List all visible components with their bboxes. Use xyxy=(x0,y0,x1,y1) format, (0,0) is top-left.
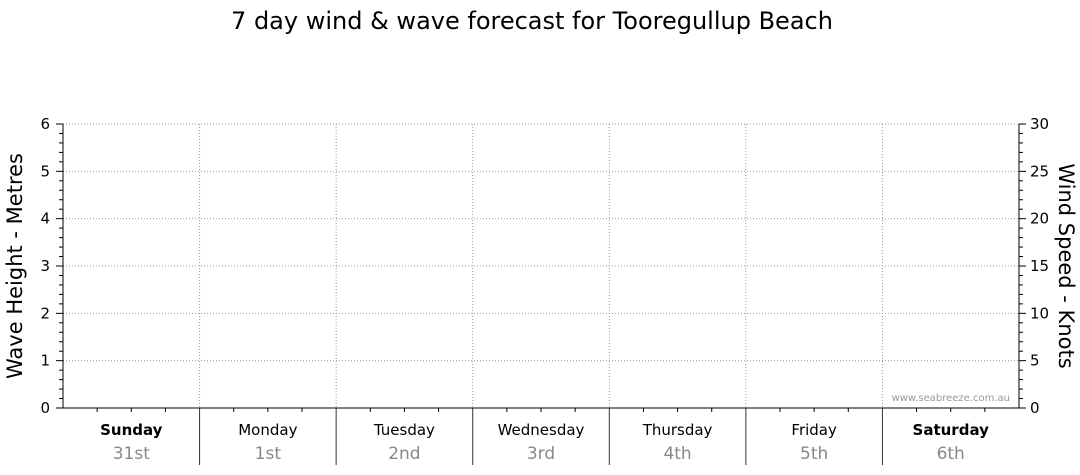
day-name-label: Thursday xyxy=(642,421,713,439)
day-date-label: 4th xyxy=(663,444,691,464)
watermark: www.seabreeze.com.au xyxy=(892,393,1010,404)
right-axis-title: Wind Speed - Knots xyxy=(1054,163,1078,368)
day-labels: Sunday 31st Monday 1st Tuesday 2nd Wednesday 3r… xyxy=(100,421,989,464)
grid xyxy=(63,123,1019,408)
day-date-label: 6th xyxy=(937,444,965,464)
right-tick-label: 20 xyxy=(1030,210,1049,228)
left-tick-label: 4 xyxy=(40,210,50,228)
day-name-label: Saturday xyxy=(913,421,990,439)
day-name-label: Friday xyxy=(791,421,837,439)
left-tick-label: 5 xyxy=(40,162,50,180)
right-tick-label: 10 xyxy=(1030,304,1049,322)
day-name-label: Monday xyxy=(238,421,297,439)
left-axis-title: Wave Height - Metres xyxy=(3,153,27,379)
day-name-label: Tuesday xyxy=(373,421,435,439)
chart-title: 7 day wind & wave forecast for Tooregull… xyxy=(231,7,833,35)
right-tick-label: 15 xyxy=(1030,257,1049,275)
day-date-label: 1st xyxy=(255,444,282,464)
right-tick-label: 5 xyxy=(1030,352,1040,370)
axes xyxy=(56,123,1026,465)
day-name-label: Wednesday xyxy=(498,421,585,439)
day-date-label: 2nd xyxy=(388,444,420,464)
left-axis-ticks: 0 1 2 3 4 5 6 xyxy=(40,115,50,417)
day-date-label: 5th xyxy=(800,444,828,464)
right-tick-label: 25 xyxy=(1030,162,1049,180)
right-tick-label: 30 xyxy=(1030,115,1049,133)
left-tick-label: 0 xyxy=(40,399,50,417)
right-axis-ticks: 0 5 10 15 20 25 30 xyxy=(1030,115,1049,417)
left-tick-label: 1 xyxy=(40,352,50,370)
left-tick-label: 3 xyxy=(40,257,50,275)
left-tick-label: 2 xyxy=(40,304,50,322)
right-tick-label: 0 xyxy=(1030,399,1040,417)
left-tick-label: 6 xyxy=(40,115,50,133)
day-name-label: Sunday xyxy=(100,421,163,439)
day-date-label: 31st xyxy=(113,444,150,464)
day-date-label: 3rd xyxy=(527,444,555,464)
